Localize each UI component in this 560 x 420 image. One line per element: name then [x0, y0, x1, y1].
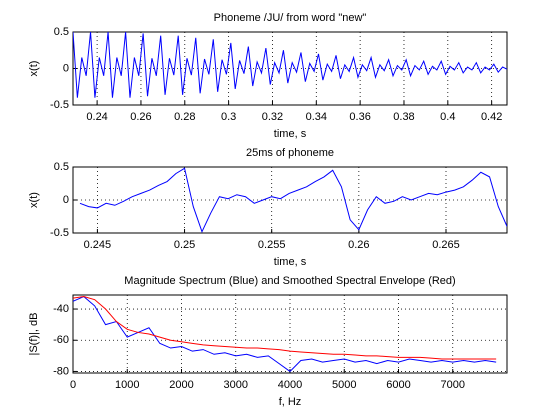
x-tick-label: 0.28 [174, 111, 195, 123]
x-tick-label: 0.4 [440, 111, 455, 123]
chart-title: 25ms of phoneme [246, 147, 334, 159]
y-tick-label: 0 [63, 194, 69, 206]
chart-title: Magnitude Spectrum (Blue) and Smoothed S… [124, 275, 455, 287]
x-tick-label: 0.26 [130, 111, 151, 123]
x-tick-label: 0.26 [348, 239, 369, 251]
x-tick-label: 2000 [169, 379, 193, 391]
y-tick-label: -0.5 [50, 227, 69, 239]
x-tick-label: 0.32 [262, 111, 283, 123]
x-tick-label: 0.42 [481, 111, 502, 123]
x-tick-label: 0 [70, 379, 76, 391]
x-tick-label: 7000 [441, 379, 465, 391]
x-tick-label: 0.245 [84, 239, 112, 251]
x-tick-label: 0.3 [221, 111, 236, 123]
x-axis-label: time, s [274, 256, 307, 268]
y-tick-label: 0 [63, 62, 69, 74]
y-tick-label: -60 [53, 334, 69, 346]
data-line [79, 167, 507, 233]
y-tick-label: 0.5 [54, 26, 69, 38]
chart-title: Phoneme /JU/ from word "new" [214, 12, 367, 24]
y-tick-label: -40 [53, 303, 69, 315]
y-tick-label: 0.5 [54, 161, 69, 173]
x-tick-label: 1000 [115, 379, 139, 391]
x-tick-label: 0.25 [174, 239, 195, 251]
x-tick-label: 4000 [278, 379, 302, 391]
y-axis-label: x(t) [28, 192, 40, 208]
x-tick-label: 0.34 [306, 111, 327, 123]
y-tick-label: -80 [53, 365, 69, 377]
x-tick-label: 0.36 [349, 111, 370, 123]
x-tick-label: 5000 [332, 379, 356, 391]
x-tick-label: 0.265 [432, 239, 460, 251]
x-tick-label: 0.24 [86, 111, 107, 123]
data-line [73, 296, 497, 360]
data-line [73, 295, 497, 373]
x-tick-label: 6000 [386, 379, 410, 391]
x-tick-label: 0.255 [258, 239, 286, 251]
x-axis-label: f, Hz [279, 396, 302, 408]
x-tick-label: 3000 [224, 379, 248, 391]
plot-area [72, 294, 508, 374]
y-tick-label: -0.5 [50, 99, 69, 111]
y-axis-label: x(t) [28, 61, 40, 77]
y-axis-label: |S(f)|, dB [28, 312, 40, 355]
x-tick-label: 0.38 [393, 111, 414, 123]
x-axis-label: time, s [274, 128, 307, 140]
data-line [73, 32, 507, 98]
